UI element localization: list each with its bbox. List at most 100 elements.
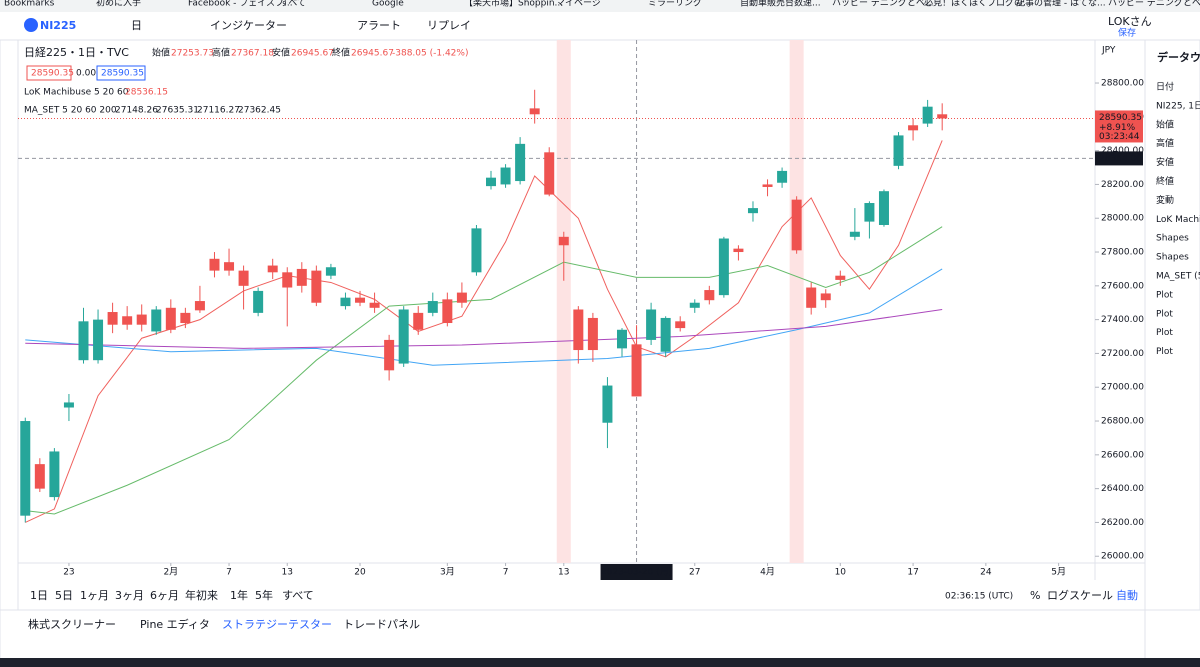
x-tick-label: 3月 bbox=[440, 567, 455, 578]
indicator-value: 27116.27 bbox=[197, 106, 240, 116]
symbol[interactable]: NI225 bbox=[40, 19, 76, 32]
countdown: 03:23:44 bbox=[1099, 132, 1140, 142]
candle-body bbox=[558, 236, 569, 246]
candle-body bbox=[442, 299, 453, 324]
candle-body bbox=[49, 451, 60, 498]
bookmark[interactable]: 【楽天市場】Shoppin... bbox=[464, 0, 563, 9]
candle-body bbox=[165, 307, 176, 330]
bookmark[interactable]: マイページ bbox=[556, 0, 601, 9]
tab[interactable]: 株式スクリーナー bbox=[28, 617, 116, 631]
bookmark[interactable]: すべて bbox=[280, 0, 306, 9]
alert[interactable]: アラート bbox=[357, 19, 401, 32]
x-tick-label: 5月 bbox=[1051, 567, 1066, 578]
candle-body bbox=[500, 167, 511, 185]
crosshair-y-box bbox=[1095, 151, 1143, 166]
bookmark[interactable]: ハッピー デニングとベ... bbox=[832, 0, 933, 9]
box bbox=[26, 65, 72, 81]
candle-body bbox=[616, 329, 627, 349]
y-tick-label: 28800.00 bbox=[1101, 79, 1144, 89]
candle-body bbox=[646, 309, 657, 340]
data-window bbox=[1144, 39, 1200, 611]
indicator-value: 27362.45 bbox=[238, 106, 281, 116]
data-window-row: NI225, 1日, ... bbox=[1156, 100, 1200, 111]
candle-body bbox=[675, 321, 686, 329]
value: 26945.67 bbox=[351, 49, 394, 59]
bookmark[interactable]: ハッピー デニングとベ... bbox=[1108, 0, 1200, 9]
bookmark[interactable]: 初めに入手 bbox=[96, 0, 141, 9]
x-tick-label: 7 bbox=[503, 568, 509, 578]
bookmark[interactable]: Facebook - フェイスブ... bbox=[188, 0, 293, 9]
label: 終値 bbox=[332, 47, 350, 59]
y-tick-label: 28400.00 bbox=[1101, 146, 1144, 156]
candle-body bbox=[78, 321, 89, 361]
bookmark[interactable]: 必見！ほくほくブログの... bbox=[924, 0, 1032, 9]
box bbox=[96, 65, 146, 81]
box-value: 28590.35 bbox=[31, 69, 74, 79]
bookmark[interactable]: 記事の管理 - はてな... bbox=[1016, 0, 1106, 9]
data-window-row: 始値 bbox=[1156, 118, 1174, 130]
auto[interactable]: 自動 bbox=[1116, 588, 1138, 602]
y-tick-label: 26600.00 bbox=[1101, 450, 1144, 460]
candle-body bbox=[587, 317, 598, 351]
replay[interactable]: リプレイ bbox=[427, 19, 471, 32]
bookmark[interactable]: Google bbox=[372, 0, 404, 9]
range-button[interactable]: 1ヶ月 bbox=[80, 589, 109, 602]
toolbar bbox=[0, 12, 1200, 40]
interval[interactable]: 日 bbox=[131, 19, 142, 32]
percent[interactable]: % bbox=[1030, 589, 1040, 602]
candle-body bbox=[325, 267, 336, 276]
candle-body bbox=[718, 238, 729, 296]
x-tick-label: 27 bbox=[689, 568, 700, 578]
bookmark[interactable]: ミラーリング bbox=[648, 0, 702, 9]
indicators[interactable]: インジケーター bbox=[210, 19, 287, 32]
taskbar bbox=[0, 658, 1200, 667]
last-price-box bbox=[1095, 110, 1143, 143]
range-button[interactable]: 5年 bbox=[255, 588, 273, 602]
x-tick-label: 13 bbox=[282, 568, 293, 578]
box-value: 0.00 bbox=[76, 69, 96, 79]
range-button[interactable]: 6ヶ月 bbox=[150, 589, 179, 602]
candle-body bbox=[791, 199, 802, 251]
y-tick-label: 27800.00 bbox=[1101, 248, 1144, 258]
tab[interactable]: ストラテジーテスター bbox=[222, 618, 332, 631]
value: 27253.73 bbox=[171, 49, 214, 59]
legend: 日経225・1日・TVC 始値 27253.73 高値 27367.18 安値 … bbox=[24, 46, 468, 116]
y-tick-label: 27600.00 bbox=[1101, 281, 1144, 291]
data-window-row: Shapes bbox=[1156, 234, 1189, 244]
data-window-row: LoK Machib bbox=[1156, 215, 1200, 225]
log-scale[interactable]: ログスケール bbox=[1047, 588, 1113, 602]
tab[interactable]: トレードパネル bbox=[343, 618, 420, 631]
range-button[interactable]: 3ヶ月 bbox=[115, 589, 144, 602]
candle-body bbox=[456, 292, 467, 303]
candle-body bbox=[486, 177, 497, 187]
indicator-name: LoK Machibuse 5 20 60 bbox=[24, 88, 129, 98]
bookmark[interactable]: 自動車販売台数速... bbox=[740, 0, 821, 9]
candle-body bbox=[777, 170, 788, 183]
y-tick-label: 28000.00 bbox=[1101, 214, 1144, 224]
value: 27367.18 bbox=[231, 49, 274, 59]
candle-body bbox=[311, 270, 322, 303]
highlight bbox=[556, 40, 571, 563]
user[interactable]: LOKさん bbox=[1108, 15, 1152, 28]
x-tick-label: 24 bbox=[980, 568, 992, 578]
save[interactable]: 保存 bbox=[1118, 27, 1136, 39]
data-window-row: Plot bbox=[1156, 347, 1173, 357]
candle-body bbox=[107, 312, 118, 325]
range-button[interactable]: すべて bbox=[282, 589, 314, 602]
y-tick-label: 27200.00 bbox=[1101, 349, 1144, 359]
range-button[interactable]: 5日 bbox=[55, 589, 73, 602]
tab[interactable]: Pine エディタ bbox=[140, 617, 210, 631]
ma-line bbox=[25, 226, 943, 515]
y-tick-label: 27400.00 bbox=[1101, 315, 1144, 325]
range-button[interactable]: 1年 bbox=[230, 588, 248, 602]
currency: JPY bbox=[1101, 46, 1116, 56]
x-tick-label: 2月 bbox=[163, 567, 178, 578]
range-button[interactable]: 1日 bbox=[30, 589, 48, 602]
candle-body bbox=[209, 258, 220, 271]
data-window-row: 日付 bbox=[1156, 82, 1174, 93]
last-price: 28590.35 bbox=[1099, 113, 1142, 123]
range-button[interactable]: 年初来 bbox=[185, 588, 218, 602]
candle-body bbox=[369, 302, 380, 308]
bookmark[interactable]: Bookmarks bbox=[4, 0, 55, 9]
